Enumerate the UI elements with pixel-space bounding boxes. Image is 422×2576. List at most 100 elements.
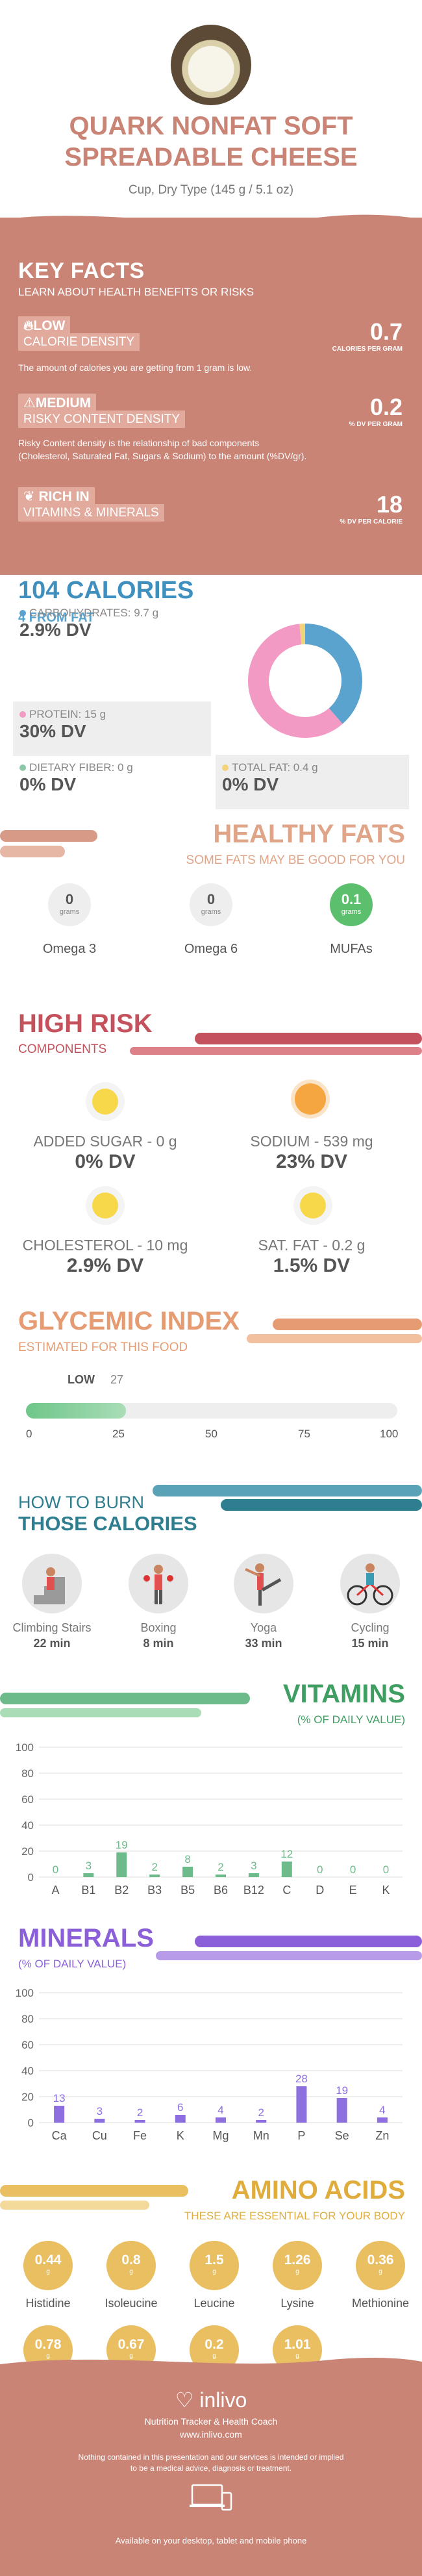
gi-tick: 0 <box>26 1428 32 1440</box>
x-tick-label: Zn <box>375 2129 389 2142</box>
gi-accent-bar-2 <box>247 1334 422 1343</box>
fiber-dot <box>19 764 26 771</box>
burn-title-1: HOW TO BURN <box>18 1493 145 1512</box>
bar <box>94 2119 105 2123</box>
sat-fat-dv: 1.5% DV <box>273 1255 351 1276</box>
amino-unit: g <box>129 2268 133 2275</box>
bar <box>377 2117 388 2123</box>
risk-accent-bar <box>195 1033 422 1044</box>
bar-value-label: 4 <box>379 2104 385 2116</box>
y-tick-label: 100 <box>16 1741 34 1754</box>
bar-value-label: 13 <box>53 2092 66 2104</box>
omega6-circle: 0 grams <box>190 883 232 926</box>
bar <box>248 1873 259 1877</box>
stairs-icon <box>22 1554 82 1613</box>
amino-unit: g <box>46 2268 50 2275</box>
amino-value: 0.67 <box>118 2337 145 2352</box>
protein-box: PROTEIN: 15 g 30% DV <box>13 701 211 756</box>
stairs-time: 22 min <box>33 1637 71 1650</box>
gi-tick: 50 <box>205 1428 217 1440</box>
warning-icon: ⚠ <box>23 396 36 410</box>
amino-unit: g <box>129 2353 133 2360</box>
amino-accent-bar <box>0 2185 188 2197</box>
y-tick-label: 80 <box>21 1767 34 1780</box>
yoga-label: Yoga <box>250 1621 277 1634</box>
y-tick-label: 0 <box>28 1871 34 1884</box>
y-tick-label: 60 <box>21 1793 34 1806</box>
footer-url[interactable]: www.inlivo.com <box>180 2429 242 2440</box>
risky-density-desc: Risky Content density is the relationshi… <box>18 438 307 461</box>
amino-label: Isoleucine <box>105 2297 158 2310</box>
boxing-time: 8 min <box>143 1637 174 1650</box>
bar-value-label: 0 <box>317 1863 323 1876</box>
high-risk-title: HIGH RISK <box>18 1009 153 1038</box>
amino-value: 0.36 <box>367 2253 394 2267</box>
calorie-donut-chart <box>248 624 362 738</box>
boxing-icon <box>129 1554 188 1613</box>
x-tick-label: Fe <box>133 2129 147 2142</box>
heart-icon: ♡ <box>175 2388 194 2412</box>
bar <box>116 1852 127 1877</box>
glycemic-subtitle: ESTIMATED FOR THIS FOOD <box>18 1341 188 1354</box>
rich-value: 18 <box>376 491 403 518</box>
minerals-subtitle: (% OF DAILY VALUE) <box>18 1958 127 1970</box>
fiber-box: DIETARY FIBER: 0 g 0% DV <box>19 761 133 794</box>
y-tick-label: 0 <box>28 2117 34 2129</box>
x-tick-label: D <box>316 1884 324 1897</box>
calories-title: 104 CALORIES <box>18 577 194 604</box>
x-tick-label: B2 <box>114 1884 129 1897</box>
amino-value: 0.2 <box>205 2337 224 2352</box>
bar-value-label: 3 <box>251 1860 256 1872</box>
bar <box>216 1875 226 1877</box>
x-tick-label: P <box>297 2129 305 2142</box>
bar-value-label: 8 <box>184 1853 190 1865</box>
burn-title-2: THOSE CALORIES <box>18 1512 197 1535</box>
fats-accent-bar <box>0 830 97 842</box>
donut-slice <box>248 624 343 738</box>
bar <box>134 2120 145 2123</box>
mufa-circle: 0.1 grams <box>330 883 373 926</box>
yoga-time: 33 min <box>245 1637 282 1650</box>
bar-value-label: 0 <box>53 1863 58 1876</box>
footer-available: Available on your desktop, tablet and mo… <box>115 2536 307 2545</box>
calorie-density-unit: CALORIES PER GRAM <box>332 346 403 353</box>
boxing-label: Boxing <box>140 1621 177 1634</box>
page-title: QUARK NONFAT SOFT SPREADABLE CHEESE <box>64 112 358 171</box>
x-tick-label: Mn <box>253 2129 269 2142</box>
cycling-icon <box>340 1554 400 1613</box>
y-tick-label: 60 <box>21 2039 34 2051</box>
amino-subtitle: THESE ARE ESSENTIAL FOR YOUR BODY <box>184 2210 405 2222</box>
high-risk-subtitle: COMPONENTS <box>18 1042 107 1056</box>
rich-unit: % DV PER CALORIE <box>340 518 403 525</box>
gi-value: 27 <box>110 1373 124 1386</box>
amino-unit: g <box>212 2353 216 2360</box>
x-tick-label: Ca <box>52 2129 68 2142</box>
bar <box>336 2098 347 2123</box>
amino-accent-bar-2 <box>0 2201 149 2210</box>
healthy-fats-title: HEALTHY FATS <box>213 820 405 848</box>
bar <box>175 2115 186 2123</box>
amino-label: Leucine <box>193 2297 235 2310</box>
leaf-icon: ❦ <box>23 489 35 504</box>
amino-unit: g <box>212 2268 216 2275</box>
footer-disclaimer-1: Nothing contained in this presentation a… <box>78 2453 344 2462</box>
vit-accent-bar <box>0 1693 250 1704</box>
sat-fat-label: SAT. FAT - 0.2 g <box>258 1237 366 1254</box>
serving-size: Cup, Dry Type (145 g / 5.1 oz) <box>128 183 294 197</box>
y-tick-label: 20 <box>21 2091 34 2103</box>
amino-unit: g <box>46 2353 50 2360</box>
stairs-label: Climbing Stairs <box>12 1621 92 1634</box>
bar-value-label: 2 <box>137 2106 143 2119</box>
calorie-density-desc: The amount of calories you are getting f… <box>18 362 253 373</box>
y-tick-label: 40 <box>21 2065 34 2077</box>
x-tick-label: B12 <box>243 1884 264 1897</box>
x-tick-label: B5 <box>180 1884 195 1897</box>
gi-tick: 75 <box>298 1428 310 1440</box>
bar <box>216 2117 226 2123</box>
added-sugar-label: ADDED SUGAR - 0 g <box>33 1133 177 1150</box>
sodium-icon <box>291 1080 330 1118</box>
food-image <box>171 25 251 105</box>
glycemic-title: GLYCEMIC INDEX <box>18 1307 240 1335</box>
amino-value: 0.78 <box>34 2337 62 2352</box>
x-tick-label: A <box>51 1884 59 1897</box>
